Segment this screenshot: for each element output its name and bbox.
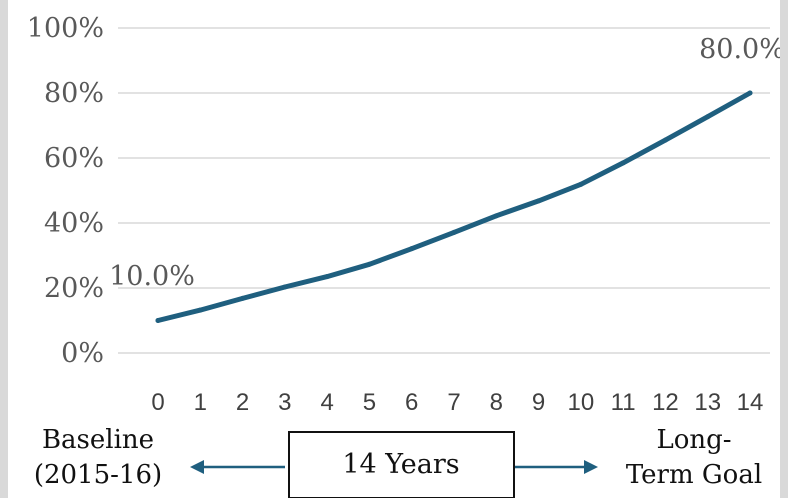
data-point [282, 284, 288, 290]
x-tick-label: 2 [236, 389, 249, 416]
baseline-label-line1: Baseline [42, 425, 154, 455]
data-point [620, 160, 626, 166]
series-layer [155, 90, 753, 323]
x-tick-label: 1 [194, 389, 207, 416]
span-label: 14 Years [342, 449, 459, 480]
data-point [662, 137, 668, 143]
right-arrow [514, 460, 598, 474]
data-point [324, 274, 330, 280]
x-tick-label: 7 [447, 389, 460, 416]
data-point [747, 90, 753, 96]
x-tick-label: 8 [490, 389, 503, 416]
data-point [197, 307, 203, 313]
x-tick-label: 6 [405, 389, 418, 416]
goal-label-line2: Term Goal [626, 460, 762, 490]
y-tick-label: 40% [44, 208, 104, 239]
y-tick-label: 100% [27, 13, 104, 44]
data-label-start: 10.0% [109, 261, 195, 292]
y-tick-label: 0% [61, 338, 104, 369]
data-point [240, 295, 246, 301]
x-tick-label: 12 [652, 389, 679, 416]
data-point [155, 318, 161, 323]
y-tick-label: 20% [44, 273, 104, 304]
data-point [493, 213, 499, 219]
gridlines [118, 27, 770, 354]
baseline-label-line2: (2015-16) [34, 460, 162, 490]
data-point [366, 261, 372, 267]
x-tick-label: 3 [278, 389, 291, 416]
x-tick-label: 5 [363, 389, 376, 416]
x-tick-label: 4 [320, 389, 333, 416]
data-point [451, 229, 457, 235]
span-box [288, 431, 515, 498]
x-axis-ticks: 0 1 2 3 4 5 6 7 8 9 10 11 12 13 14 [151, 389, 763, 416]
chart-panel: 0% 20% 40% 60% 80% 100% 0 1 2 3 4 5 6 7 8 9 10 11 12 13 14 … [8, 0, 780, 498]
x-tick-label: 9 [532, 389, 545, 416]
y-tick-label: 80% [44, 78, 104, 109]
goal-label-line1: Long- [656, 425, 731, 455]
x-tick-label: 0 [151, 389, 164, 416]
x-tick-label: 10 [568, 389, 595, 416]
x-tick-label: 13 [694, 389, 721, 416]
y-tick-label: 60% [44, 143, 104, 174]
data-point [578, 181, 584, 187]
left-arrow [190, 460, 285, 474]
line-chart: 0%20%40%60%80%100% 0 1 2 3 4 5 6 7 8 9 10 11 12 13 14 … [27, 13, 780, 498]
series-line [155, 90, 753, 323]
data-point [409, 246, 415, 252]
data-point [705, 114, 711, 120]
y-axis-ticks: 0% 20% 40% 60% 80% 100% [27, 13, 104, 369]
x-tick-label: 14 [737, 389, 764, 416]
x-tick-label: 11 [611, 389, 636, 416]
data-label-end: 80.0% [699, 34, 780, 65]
data-point [536, 198, 542, 204]
